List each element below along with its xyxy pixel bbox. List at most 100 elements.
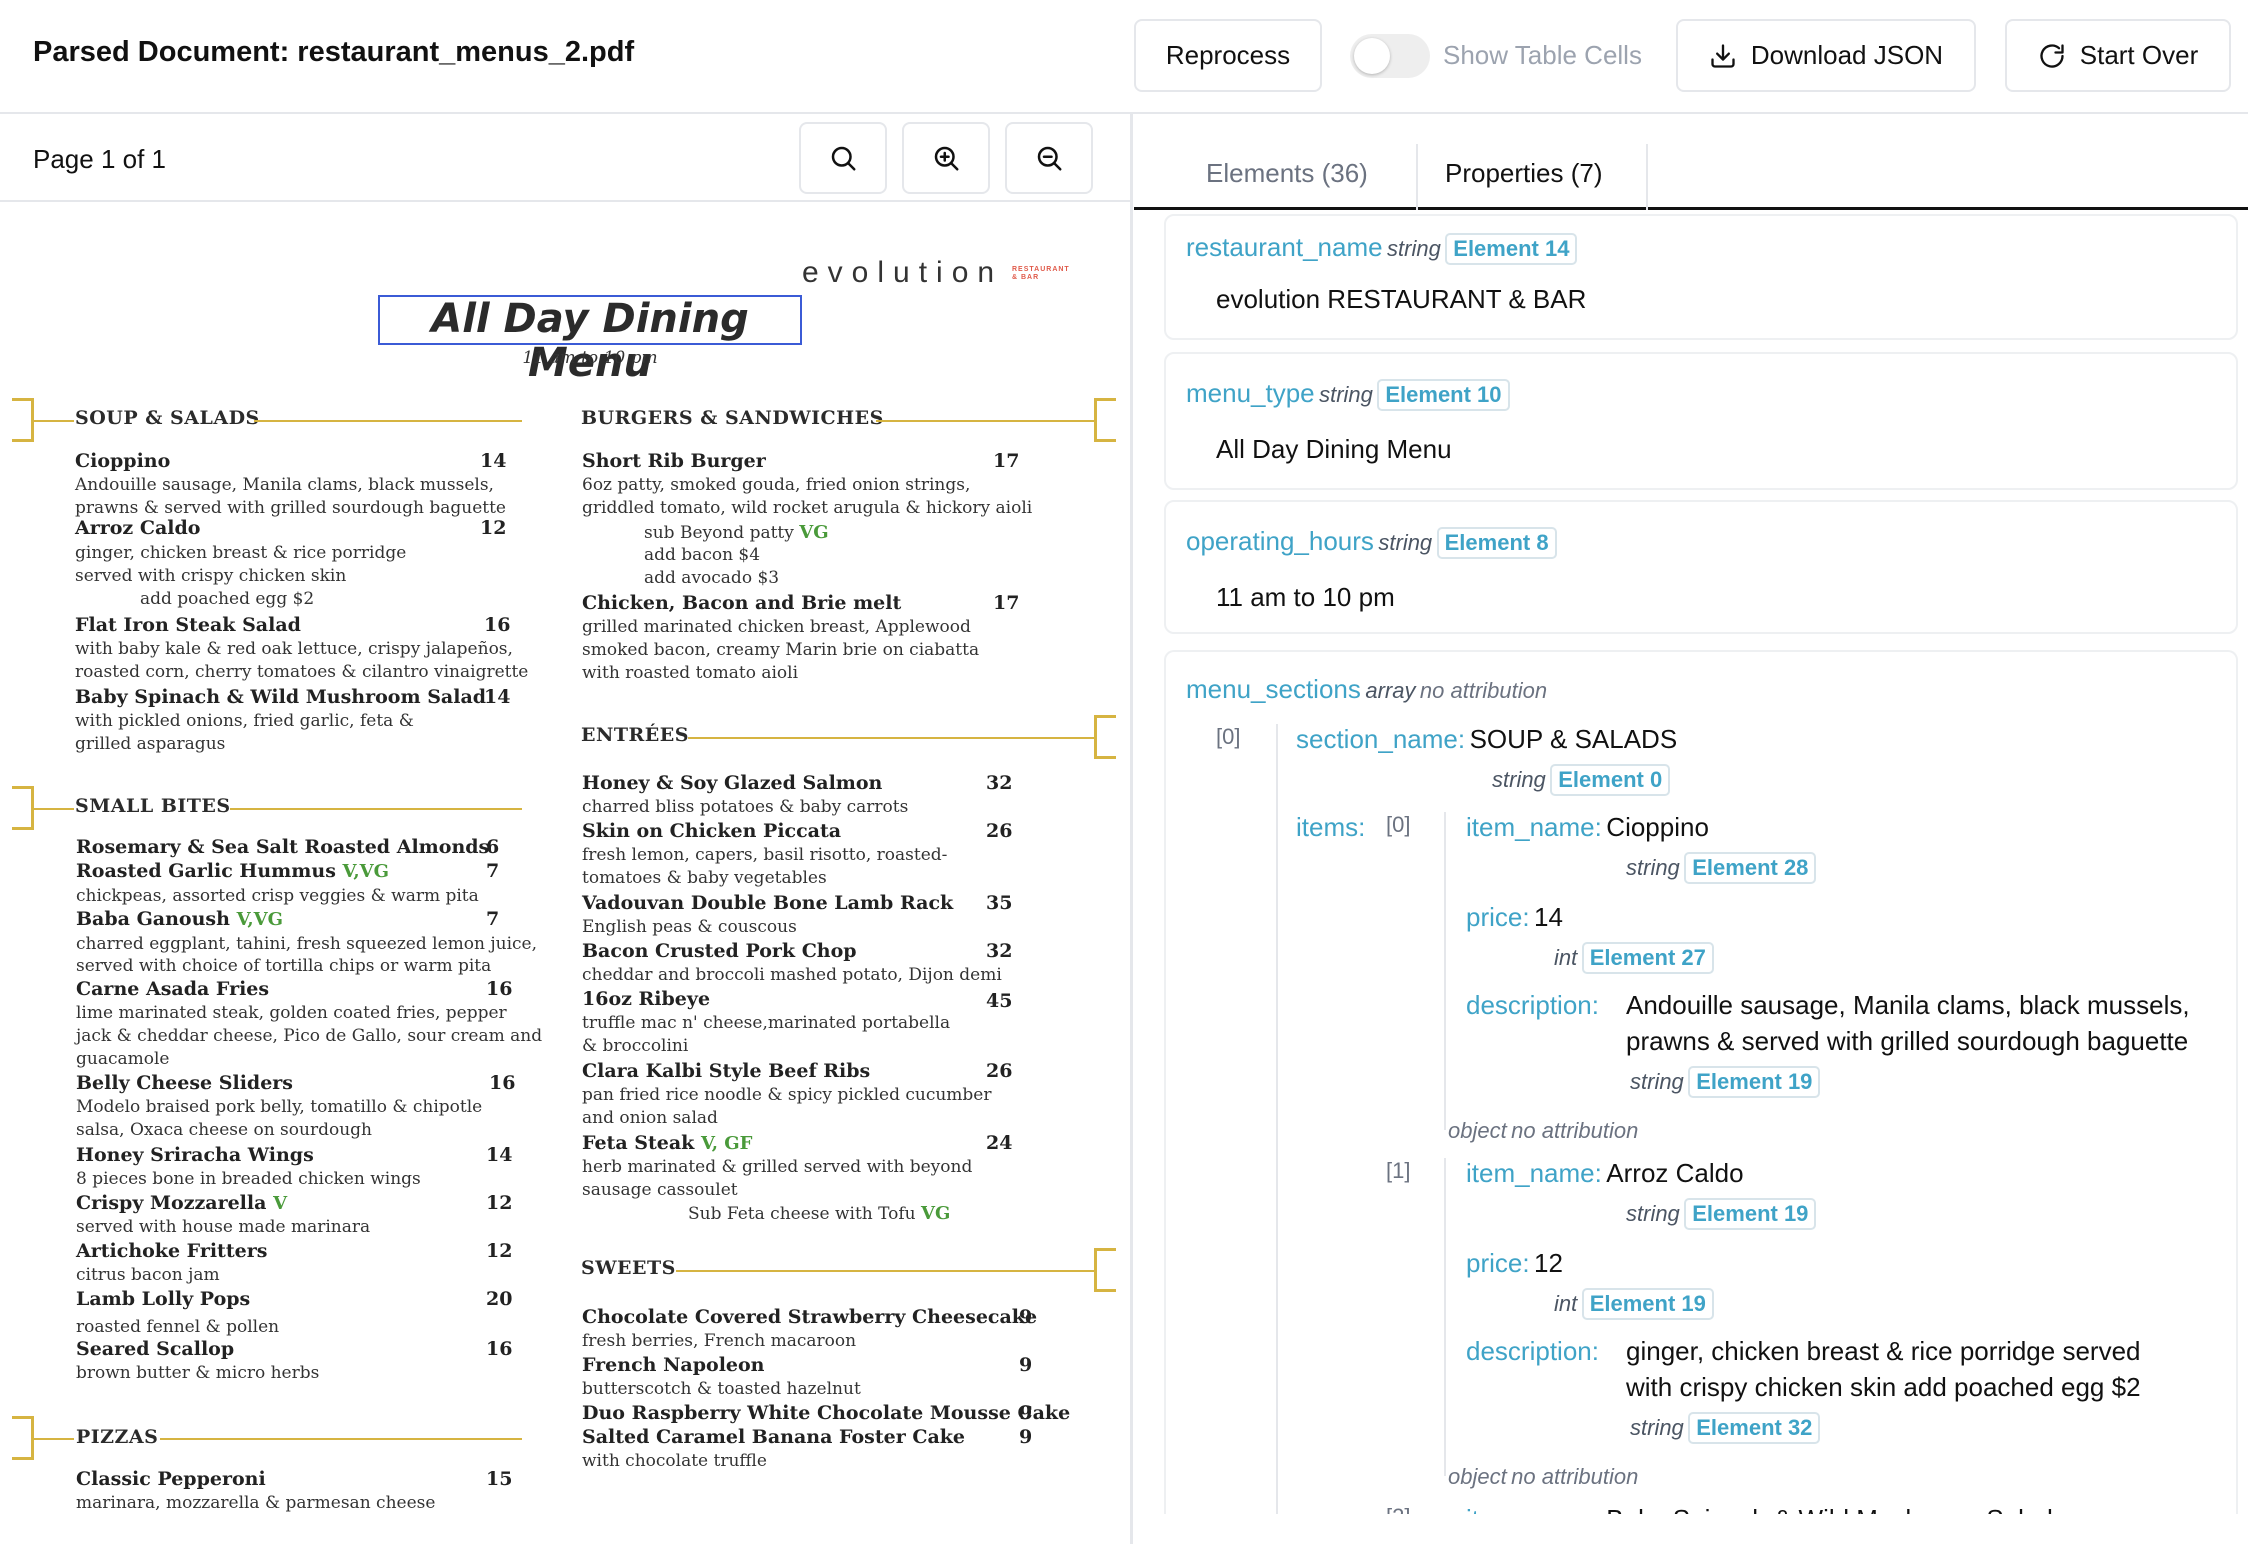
section-heading-soup: SOUP & SALADS [75, 407, 260, 429]
menu-item-desc: Modelo braised pork belly, tomatillo & c… [76, 1097, 483, 1117]
search-button[interactable] [799, 122, 887, 194]
menu-title[interactable]: All Day Dining Menu [378, 295, 802, 385]
object-meta: object no attribution [1448, 1464, 1638, 1490]
menu-item-name: French Napoleon [582, 1354, 765, 1376]
panel-divider[interactable] [1130, 114, 1133, 1544]
tab-elements[interactable]: Elements (36) [1206, 158, 1368, 188]
menu-item-desc: & broccolini [582, 1036, 689, 1056]
property-header: operating_hours string Element 8 [1186, 526, 1557, 559]
tab-properties[interactable]: Properties (7) [1445, 158, 1603, 188]
menu-item-name: 16oz Ribeye [582, 988, 711, 1010]
tree-guide [1276, 724, 1278, 1514]
property-card-restaurant-name: restaurant_name string Element 14 evolut… [1164, 214, 2238, 340]
menu-item-desc: prawns & served with grilled sourdough b… [75, 498, 506, 518]
menu-item-desc: chickpeas, assorted crisp veggies & warm… [76, 886, 479, 906]
menu-item-name: Roasted Garlic Hummus V,VG [76, 860, 389, 882]
menu-item-name: Carne Asada Fries [76, 978, 270, 1000]
menu-item-price: 7 [486, 860, 500, 882]
section-heading-burgers: BURGERS & SANDWICHES [581, 407, 884, 429]
refresh-icon [2040, 43, 2064, 68]
menu-item-name: Arroz Caldo [75, 517, 201, 539]
menu-item-name: Rosemary & Sea Salt Roasted Almonds [76, 836, 490, 858]
zoom-out-button[interactable] [1005, 122, 1093, 194]
item-name-text: Roasted Garlic Hummus [76, 860, 336, 882]
pdf-page: evolution RESTAURANT & BAR All Day Dinin… [12, 204, 1116, 1514]
gold-rule [34, 420, 74, 422]
zoom-in-button[interactable] [902, 122, 990, 194]
reprocess-button[interactable]: Reprocess [1134, 19, 1322, 92]
element-tag[interactable]: Element 28 [1684, 852, 1817, 884]
menu-item-desc: truffle mac n' cheese,marinated portabel… [582, 1013, 951, 1033]
menu-item-desc: guacamole [76, 1049, 170, 1069]
menu-item-name: Belly Cheese Sliders [76, 1072, 293, 1094]
element-tag[interactable]: Element 8 [1436, 527, 1557, 559]
gold-rule [230, 808, 522, 810]
menu-item-desc: salsa, Oxaca cheese on sourdough [76, 1120, 372, 1140]
property-type: string [1319, 382, 1373, 407]
description-key: description: [1466, 990, 1599, 1020]
property-type: string [1387, 236, 1441, 261]
menu-item-desc: served with house made marinara [76, 1217, 371, 1237]
menu-item-desc: with chocolate truffle [582, 1451, 767, 1471]
element-tag[interactable]: Element 32 [1688, 1412, 1821, 1444]
menu-item-price: 9 [1019, 1354, 1033, 1376]
section-bracket [12, 1416, 34, 1460]
array-index: [2] [1386, 1504, 1410, 1514]
property-type: int [1554, 1291, 1578, 1316]
menu-item-name: Cioppino [75, 450, 171, 472]
item-name-row: item_name: Arroz Caldo [1466, 1158, 1744, 1189]
diet-badge: V [273, 1193, 288, 1214]
property-key: item_name: [1466, 1504, 1602, 1514]
menu-item-extra: add bacon $4 [644, 545, 761, 565]
diet-badge: VG [921, 1203, 951, 1224]
property-value: with crispy chicken skin add poached egg… [1626, 1372, 2141, 1402]
extra-text: Sub Feta cheese with Tofu [688, 1204, 916, 1224]
menu-item-price: 16 [489, 1072, 516, 1094]
menu-item-desc: served with choice of tortilla chips or … [76, 956, 492, 976]
price-row: price: 12 [1466, 1248, 1563, 1279]
property-type: string [1492, 767, 1546, 792]
element-tag[interactable]: Element 0 [1550, 764, 1671, 796]
section-bracket [1094, 398, 1116, 442]
show-table-cells-toggle[interactable] [1350, 34, 1430, 78]
panel-tabs: Elements (36) Properties (7) [1134, 114, 2248, 210]
menu-item-name: Lamb Lolly Pops [76, 1288, 251, 1310]
menu-item-price: 17 [993, 450, 1020, 472]
menu-item-desc: citrus bacon jam [76, 1265, 220, 1285]
property-value: Cioppino [1606, 812, 1709, 842]
menu-item-desc: 8 pieces bone in breaded chicken wings [76, 1169, 421, 1189]
gold-rule [676, 1270, 1094, 1272]
property-key: price: [1466, 1248, 1530, 1278]
menu-item-price: 12 [486, 1240, 513, 1262]
menu-item-name: Flat Iron Steak Salad [75, 614, 301, 636]
property-value: 12 [1534, 1248, 1563, 1278]
start-over-button[interactable]: Start Over [2005, 19, 2231, 92]
menu-item-name: Chocolate Covered Strawberry Cheesecake [582, 1306, 1038, 1328]
menu-item-desc: pan fried rice noodle & spicy pickled cu… [582, 1085, 992, 1105]
diet-badge: V, GF [700, 1133, 753, 1154]
element-tag[interactable]: Element 10 [1377, 379, 1510, 411]
property-key: menu_sections [1186, 674, 1361, 704]
element-tag[interactable]: Element 14 [1445, 233, 1578, 265]
attribution-status: no attribution [1511, 1464, 1639, 1489]
menu-item-desc: fresh berries, French macaroon [582, 1331, 857, 1351]
download-json-button[interactable]: Download JSON [1676, 19, 1976, 92]
tab-separator [1646, 144, 1648, 210]
element-tag[interactable]: Element 27 [1581, 942, 1714, 974]
section-bracket [1094, 715, 1116, 759]
menu-item-desc: butterscotch & toasted hazelnut [582, 1379, 861, 1399]
menu-item-desc: cheddar and broccoli mashed potato, Dijo… [582, 965, 1002, 985]
zoom-in-icon [934, 146, 959, 171]
section-bracket [12, 398, 34, 442]
section-heading-sweets: SWEETS [581, 1257, 676, 1279]
tree-guide [1444, 1158, 1446, 1476]
restaurant-logo-sub: RESTAURANT & BAR [1012, 266, 1070, 282]
element-tag[interactable]: Element 19 [1684, 1198, 1817, 1230]
download-icon [1711, 43, 1735, 68]
download-label: Download JSON [1750, 40, 1944, 70]
item-name-text: Baba Ganoush [76, 908, 230, 930]
element-tag[interactable]: Element 19 [1688, 1066, 1821, 1098]
element-tag[interactable]: Element 19 [1581, 1288, 1714, 1320]
menu-hours: 11 am to 10 pm [522, 348, 658, 368]
diet-badge: VG [799, 522, 829, 543]
